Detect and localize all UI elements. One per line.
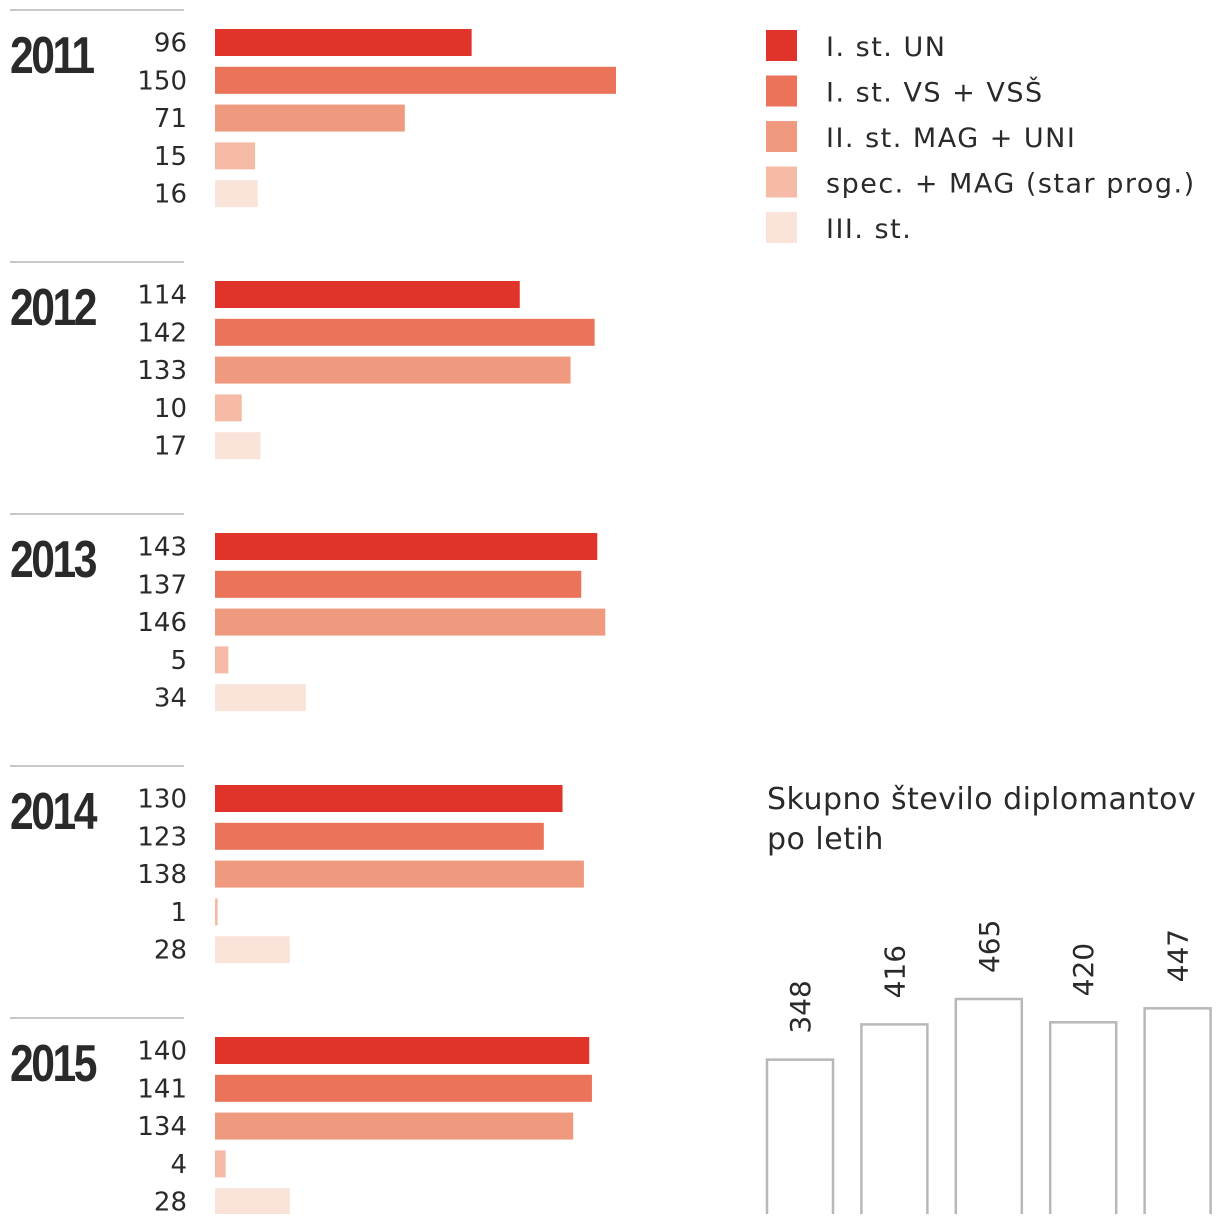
legend-swatch (766, 30, 797, 61)
bar-2011-series-4 (215, 142, 256, 170)
legend-item-4: spec. + MAG (star prog.) (766, 166, 1196, 200)
bar-value-label: 10 (154, 394, 187, 424)
bar-value-label: 16 (154, 180, 187, 210)
bar-value-label: 134 (137, 1112, 187, 1142)
bar-value-label: 142 (137, 318, 187, 348)
bar-2013-series-5 (215, 684, 306, 712)
totals-chart: Skupno število diplomantov po letih 348 4… (765, 782, 1212, 1218)
bar-value-label: 146 (137, 608, 187, 638)
bar-2012-series-4 (215, 394, 242, 422)
bar-value-label: 133 (137, 356, 187, 386)
bar-2011-series-3 (215, 104, 405, 132)
legend-label: II. st. MAG + UNI (826, 123, 1076, 154)
year-group-2011: 2011 96 150 71 15 16 (10, 9, 616, 210)
bar-2013-series-1 (215, 533, 598, 560)
bar-2014-series-5 (215, 936, 290, 964)
legend-label: I. st. VS + VSŠ (826, 77, 1044, 109)
legend-item-1: I. st. UN (766, 30, 946, 63)
year-label: 2011 (10, 27, 95, 85)
legend-label: III. st. (826, 214, 912, 245)
bar-value-label: 141 (137, 1074, 187, 1104)
bar-value-label: 143 (137, 533, 187, 563)
total-bar-2014 (1048, 1021, 1118, 1218)
year-group-2014: 2014 130 123 138 1 28 (10, 765, 584, 966)
bar-2012-series-5 (215, 432, 261, 460)
bar-2013-series-4 (215, 646, 229, 674)
year-label: 2013 (10, 531, 96, 589)
bar-value-label: 28 (154, 936, 187, 966)
bar-value-label: 5 (170, 646, 187, 676)
bar-value-label: 34 (154, 684, 187, 714)
total-bar-2015 (1143, 1007, 1212, 1218)
bar-2014-series-3 (215, 860, 584, 888)
legend-label: spec. + MAG (star prog.) (826, 169, 1196, 200)
bar-2014-series-4 (215, 898, 218, 926)
bar-value-label: 96 (154, 29, 187, 59)
bar-2015-series-5 (215, 1188, 290, 1216)
year-group-2013: 2013 143 137 146 5 34 (10, 513, 606, 714)
bar-2012-series-1 (215, 281, 520, 308)
bar-value-label: 17 (154, 432, 187, 462)
legend-item-5: III. st. (766, 212, 912, 245)
bar-value-label: 150 (137, 66, 187, 96)
total-value-label: 447 (1162, 929, 1195, 982)
bar-2012-series-2 (215, 318, 595, 346)
total-value-label: 348 (784, 980, 817, 1033)
bar-2012-series-3 (215, 356, 571, 384)
legend-item-3: II. st. MAG + UNI (766, 121, 1076, 154)
bar-2013-series-2 (215, 570, 582, 598)
year-label: 2014 (10, 783, 98, 841)
total-value-label: 416 (878, 945, 911, 998)
bar-2015-series-2 (215, 1074, 592, 1102)
legend-item-2: I. st. VS + VSŠ (766, 75, 1044, 109)
bar-2014-series-1 (215, 785, 563, 812)
bar-2015-series-3 (215, 1112, 574, 1140)
year-label: 2012 (10, 279, 96, 337)
bar-2011-series-2 (215, 66, 616, 94)
bar-value-label: 114 (137, 281, 187, 311)
total-bar-2011 (765, 1058, 835, 1218)
year-group-2012: 2012 114 142 133 10 17 (10, 261, 595, 462)
bar-value-label: 123 (137, 822, 187, 852)
bar-value-label: 138 (137, 860, 187, 890)
bar-2011-series-1 (215, 29, 472, 56)
bar-value-label: 4 (170, 1150, 187, 1180)
total-bar-2013 (954, 997, 1024, 1218)
bar-value-label: 71 (154, 104, 187, 134)
bar-2015-series-1 (215, 1037, 590, 1064)
bar-value-label: 137 (137, 570, 187, 600)
legend-swatch (766, 75, 797, 107)
bar-value-label: 15 (154, 142, 187, 172)
bar-2013-series-3 (215, 608, 606, 636)
bar-value-label: 1 (170, 898, 187, 928)
legend-swatch (766, 212, 797, 243)
legend: I. st. UN I. st. VS + VSŠ II. st. MAG + UN… (766, 30, 1196, 245)
bar-2015-series-4 (215, 1150, 226, 1178)
bar-value-label: 130 (137, 785, 187, 815)
totals-title-line-1: Skupno število diplomantov (767, 782, 1196, 817)
totals-title-line-2: po letih (767, 822, 884, 857)
total-bar-2012 (860, 1023, 929, 1218)
bar-value-label: 28 (154, 1188, 187, 1214)
legend-swatch (766, 166, 797, 198)
bar-2011-series-5 (215, 180, 258, 208)
legend-label: I. st. UN (826, 32, 946, 63)
total-value-label: 465 (973, 920, 1006, 973)
total-value-label: 420 (1067, 943, 1100, 996)
year-group-2015: 2015 140 141 134 4 28 (10, 1017, 592, 1218)
bar-2014-series-2 (215, 822, 544, 850)
legend-swatch (766, 121, 797, 152)
year-label: 2015 (10, 1035, 97, 1093)
bar-value-label: 140 (137, 1037, 187, 1067)
